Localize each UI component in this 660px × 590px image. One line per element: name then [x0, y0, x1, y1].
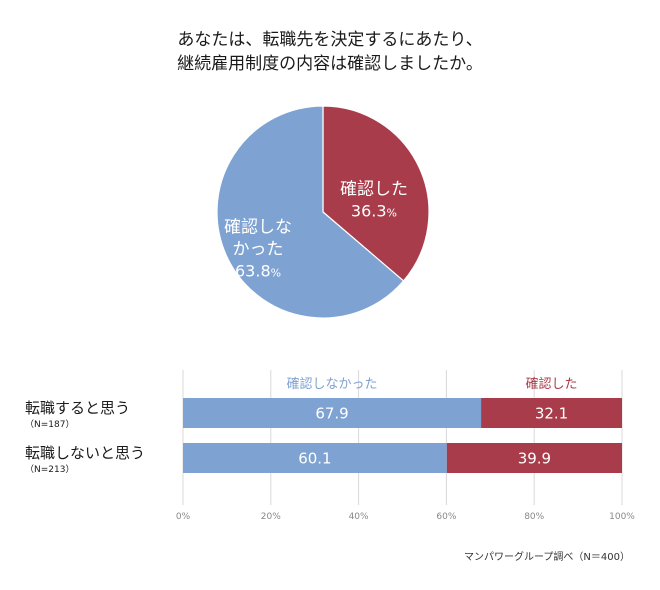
chart-title-line-1: あなたは、転職先を決定するにあたり、	[177, 30, 483, 50]
category-sublabel-0: （N=187）	[25, 419, 74, 430]
x-tick-label-4: 80%	[524, 512, 544, 522]
bar-value-label-0-0: 67.9	[315, 405, 348, 423]
bar-value-label-1-1: 39.9	[518, 450, 551, 468]
pie-label-1: 確認しなかった 63.8%	[224, 217, 292, 280]
pie-label-text-1-1: かった	[233, 239, 284, 259]
legend-label-0: 確認しなかった	[287, 376, 378, 392]
category-sublabel-1: （N=213）	[25, 464, 74, 475]
x-tick-label-2: 40%	[349, 512, 369, 522]
x-tick-label-0: 0%	[176, 512, 191, 522]
pie-slice-1	[216, 105, 405, 319]
pie-chart: 確認した 36.3% 確認しなかった 63.8%	[216, 105, 430, 319]
category-label-0: 転職すると思う	[25, 399, 130, 417]
chart-title-line-2: 継続雇用制度の内容は確認しましたか。	[177, 54, 483, 74]
category-label-1: 転職しないと思う	[25, 444, 145, 462]
pie-value-1: 63.8%	[235, 261, 281, 280]
bar-value-label-1-0: 60.1	[298, 450, 331, 468]
pie-label-text-0-0: 確認した	[340, 180, 408, 200]
x-tick-label-3: 60%	[436, 512, 456, 522]
bar-value-label-0-1: 32.1	[535, 405, 568, 423]
bar-0-0	[183, 398, 482, 428]
pie-label-0: 確認した 36.3%	[340, 180, 408, 221]
bar-1-1	[446, 443, 622, 473]
pie-value-0: 36.3%	[351, 202, 397, 221]
x-tick-label-5: 100%	[609, 512, 635, 522]
chart-title: あなたは、転職先を決定するにあたり、 継続雇用制度の内容は確認しましたか。	[0, 28, 660, 76]
pie-label-text-1-0: 確認しな	[224, 217, 292, 237]
bar-1-0	[183, 443, 447, 473]
legend-label-1: 確認した	[526, 376, 578, 392]
source-note: マンパワーグループ調べ（N＝400）	[464, 552, 630, 563]
x-tick-label-1: 20%	[261, 512, 281, 522]
pie-slice-0	[322, 105, 430, 282]
bar-0-1	[481, 398, 622, 428]
